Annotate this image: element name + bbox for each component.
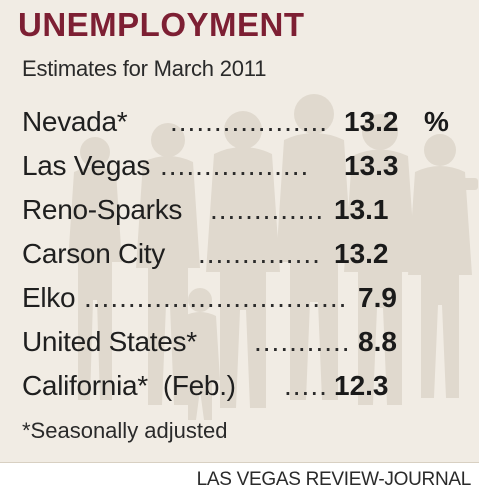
chart-subtitle: Estimates for March 2011 bbox=[22, 56, 267, 81]
rate-value: 12.3 bbox=[334, 370, 389, 401]
region-label: California* (Feb.) bbox=[22, 370, 236, 401]
source-credit: LAS VEGAS REVIEW-JOURNAL bbox=[196, 469, 472, 490]
people-silhouettes-background bbox=[68, 94, 478, 420]
list-item-elko: Elko .............................. 7.9 bbox=[22, 276, 467, 320]
region-label: United States* bbox=[22, 326, 197, 357]
infographic-panel: UNEMPLOYMENT Estimates for March 2011 Ne… bbox=[0, 0, 479, 463]
region-label: Elko bbox=[22, 282, 76, 313]
list-item-carson-city: Carson City .............. 13.2 bbox=[22, 232, 467, 276]
dot-leader: ........... bbox=[254, 326, 350, 357]
chart-title: UNEMPLOYMENT bbox=[18, 6, 305, 43]
region-label: Las Vegas bbox=[22, 150, 151, 181]
unemployment-rate-list: Nevada* .................. 13.2 % Las Ve… bbox=[22, 100, 467, 408]
list-item-las-vegas: Las Vegas ................. 13.3 bbox=[22, 144, 467, 188]
list-item-nevada: Nevada* .................. 13.2 % bbox=[22, 100, 467, 144]
region-label: Carson City bbox=[22, 238, 165, 269]
dot-leader: .............................. bbox=[84, 282, 348, 313]
rate-value: 13.2 bbox=[334, 238, 389, 269]
list-item-united-states: United States* ........... 8.8 bbox=[22, 320, 467, 364]
list-item-california: California* (Feb.) ..... 12.3 bbox=[22, 364, 467, 408]
dot-leader: .................. bbox=[170, 106, 329, 137]
dot-leader: .............. bbox=[198, 238, 321, 269]
list-item-reno-sparks: Reno-Sparks ............. 13.1 bbox=[22, 188, 467, 232]
region-label: Reno-Sparks bbox=[22, 194, 183, 225]
dot-leader: ................. bbox=[160, 150, 310, 181]
rate-value: 13.3 bbox=[344, 150, 399, 181]
region-label: Nevada* bbox=[22, 106, 128, 137]
rate-value: 13.2 bbox=[344, 106, 399, 137]
rate-value: 8.8 bbox=[358, 326, 397, 357]
rate-value: 7.9 bbox=[358, 282, 397, 313]
footnote: *Seasonally adjusted bbox=[22, 418, 228, 443]
dot-leader: ............. bbox=[210, 194, 325, 225]
dot-leader: ..... bbox=[284, 370, 328, 401]
percent-unit: % bbox=[424, 106, 449, 137]
rate-value: 13.1 bbox=[334, 194, 389, 225]
